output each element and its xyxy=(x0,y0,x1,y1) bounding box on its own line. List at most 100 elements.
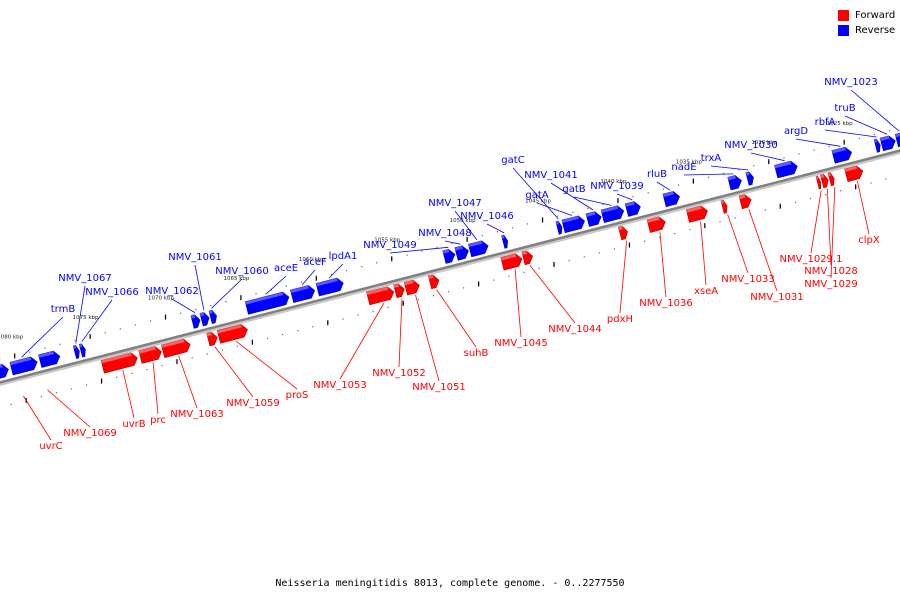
gene-arrow-highlight xyxy=(9,357,32,366)
minor-tick-upper xyxy=(345,269,348,272)
gene-label-NMV_1033: NMV_1033 xyxy=(721,274,774,285)
gene-suhB-forward[interactable] xyxy=(428,274,440,290)
gene-arrow[interactable] xyxy=(827,172,835,187)
gene-gatC-reverse[interactable] xyxy=(555,220,563,235)
gene-NMV_1029-forward[interactable] xyxy=(827,172,835,187)
leader-line xyxy=(21,316,64,358)
gene-label-NMV_1048: NMV_1048 xyxy=(418,228,471,239)
gene-rbfA-reverse[interactable] xyxy=(873,138,881,153)
gene-NMV_1030-reverse[interactable] xyxy=(774,160,798,179)
leader-line xyxy=(573,196,612,206)
minor-tick-lower xyxy=(689,229,691,231)
gene-arrow[interactable] xyxy=(100,352,138,374)
gene-NMV_1041-reverse[interactable] xyxy=(585,211,602,227)
gene-NMV_1036-forward[interactable] xyxy=(646,216,666,233)
gene-lpdA1-reverse[interactable] xyxy=(315,277,344,297)
gene-NMV_1039-reverse[interactable] xyxy=(624,201,641,217)
gene-trxA-reverse[interactable] xyxy=(745,171,754,186)
leader-line xyxy=(850,89,900,132)
gene-NMV_1051-forward[interactable] xyxy=(403,279,420,296)
gene-NMV_1059-forward[interactable] xyxy=(206,331,218,347)
gene-aceE-reverse[interactable] xyxy=(244,291,290,315)
minor-tick-lower xyxy=(764,209,766,211)
minor-tick-upper xyxy=(451,242,453,244)
gene-NMV_1049-reverse[interactable] xyxy=(442,248,456,264)
gene-label-NMV_1060: NMV_1060 xyxy=(215,266,268,277)
leader-line-layer xyxy=(21,89,900,441)
gene-arrow-highlight xyxy=(393,284,399,288)
gene-label-rbfA: rbfA xyxy=(815,117,836,128)
minor-tick-upper xyxy=(888,130,891,132)
gene-NMV_1063-forward[interactable] xyxy=(161,338,191,358)
gene-argD-reverse[interactable] xyxy=(831,146,852,164)
minor-tick-lower xyxy=(85,384,88,386)
gene-nadE-reverse[interactable] xyxy=(727,175,742,191)
gene-NMV_1066-reverse[interactable] xyxy=(78,343,86,358)
gene-label-truB: truB xyxy=(834,103,855,114)
leader-line xyxy=(514,269,522,338)
gene-NMV_1023-reverse[interactable] xyxy=(894,132,900,148)
gene-arrow-highlight xyxy=(206,332,212,337)
gene-NMV_1048-reverse[interactable] xyxy=(454,245,469,261)
gene-NMV_1060-reverse[interactable] xyxy=(208,309,217,324)
gene-aceF-reverse[interactable] xyxy=(290,285,316,303)
gene-arrow-highlight xyxy=(831,147,846,154)
gene-pdxH-forward[interactable] xyxy=(618,225,628,241)
gene-unnamed-reverse[interactable] xyxy=(0,363,9,381)
gene-label-NMV_1049: NMV_1049 xyxy=(363,240,416,251)
gene-NMV_1033-forward[interactable] xyxy=(720,199,728,214)
minor-tick-lower xyxy=(840,190,842,192)
gene-NMV_1044-forward[interactable] xyxy=(521,250,533,266)
gene-truB-reverse[interactable] xyxy=(879,135,896,152)
minor-tick-upper xyxy=(677,184,679,186)
minor-tick-upper xyxy=(255,293,257,295)
leader-line xyxy=(826,188,832,266)
gene-NMV_1031-forward[interactable] xyxy=(738,194,752,210)
gene-arrow-highlight xyxy=(428,275,434,280)
leader-line xyxy=(23,395,52,441)
minor-tick-upper xyxy=(647,192,649,194)
gene-arrow-highlight xyxy=(647,216,660,223)
tick-label: 1025 kbp xyxy=(827,121,853,127)
leader-line xyxy=(810,190,822,254)
gene-arrow-highlight xyxy=(454,245,463,251)
gene-arrow-highlight xyxy=(721,200,724,204)
gene-NMV_1067-reverse[interactable] xyxy=(72,345,80,359)
minor-tick-upper xyxy=(149,320,152,322)
gene-NMV_1061-reverse[interactable] xyxy=(199,312,210,327)
gene-label-NMV_1036: NMV_1036 xyxy=(639,298,692,309)
gene-NMV_1046-reverse[interactable] xyxy=(501,234,509,249)
gene-NMV_1045-forward[interactable] xyxy=(500,253,523,271)
gene-NMV_1062-reverse[interactable] xyxy=(190,314,201,329)
gene-arrow-highlight xyxy=(601,205,619,213)
tick-label: 1055 kbp xyxy=(374,237,400,243)
gene-label-NMV_1067: NMV_1067 xyxy=(58,273,111,284)
minor-tick-upper xyxy=(270,289,272,291)
gene-gatB-reverse[interactable] xyxy=(600,205,625,223)
gene-label-NMV_1030: NMV_1030 xyxy=(724,140,777,151)
gene-xseA-forward[interactable] xyxy=(685,205,708,223)
gene-unnamed-reverse[interactable] xyxy=(38,350,61,368)
backbone-shadow xyxy=(0,151,900,386)
gene-arrow[interactable] xyxy=(72,345,80,359)
gene-NMV_1029.1-forward[interactable] xyxy=(815,175,822,190)
leader-line xyxy=(748,208,778,292)
gene-NMV_1047-reverse[interactable] xyxy=(468,240,489,258)
gene-rluB-reverse[interactable] xyxy=(662,191,680,208)
gene-uvrB-forward[interactable] xyxy=(100,352,138,374)
minor-tick-upper xyxy=(180,312,182,314)
gene-NMV_1028-forward[interactable] xyxy=(820,174,829,189)
gene-prc-forward[interactable] xyxy=(138,346,162,364)
gene-label-NMV_1062: NMV_1062 xyxy=(145,286,198,297)
leader-line xyxy=(683,173,734,176)
minor-tick-lower xyxy=(146,368,148,371)
gene-NMV_1053-forward[interactable] xyxy=(366,286,395,306)
gene-gatA-reverse[interactable] xyxy=(561,215,585,234)
gene-proS-forward[interactable] xyxy=(216,324,248,344)
gene-trmB-reverse[interactable] xyxy=(9,356,38,376)
gene-arrow[interactable] xyxy=(0,363,9,381)
gene-NMV_1052-forward[interactable] xyxy=(393,283,405,299)
gene-clpX-forward[interactable] xyxy=(844,165,864,182)
gene-label-trxA: trxA xyxy=(701,153,722,164)
gene-label-layer: trmB NMV_1067 NMV_1066 NMV_1062 NMV_1061 NMV_… xyxy=(39,77,880,452)
